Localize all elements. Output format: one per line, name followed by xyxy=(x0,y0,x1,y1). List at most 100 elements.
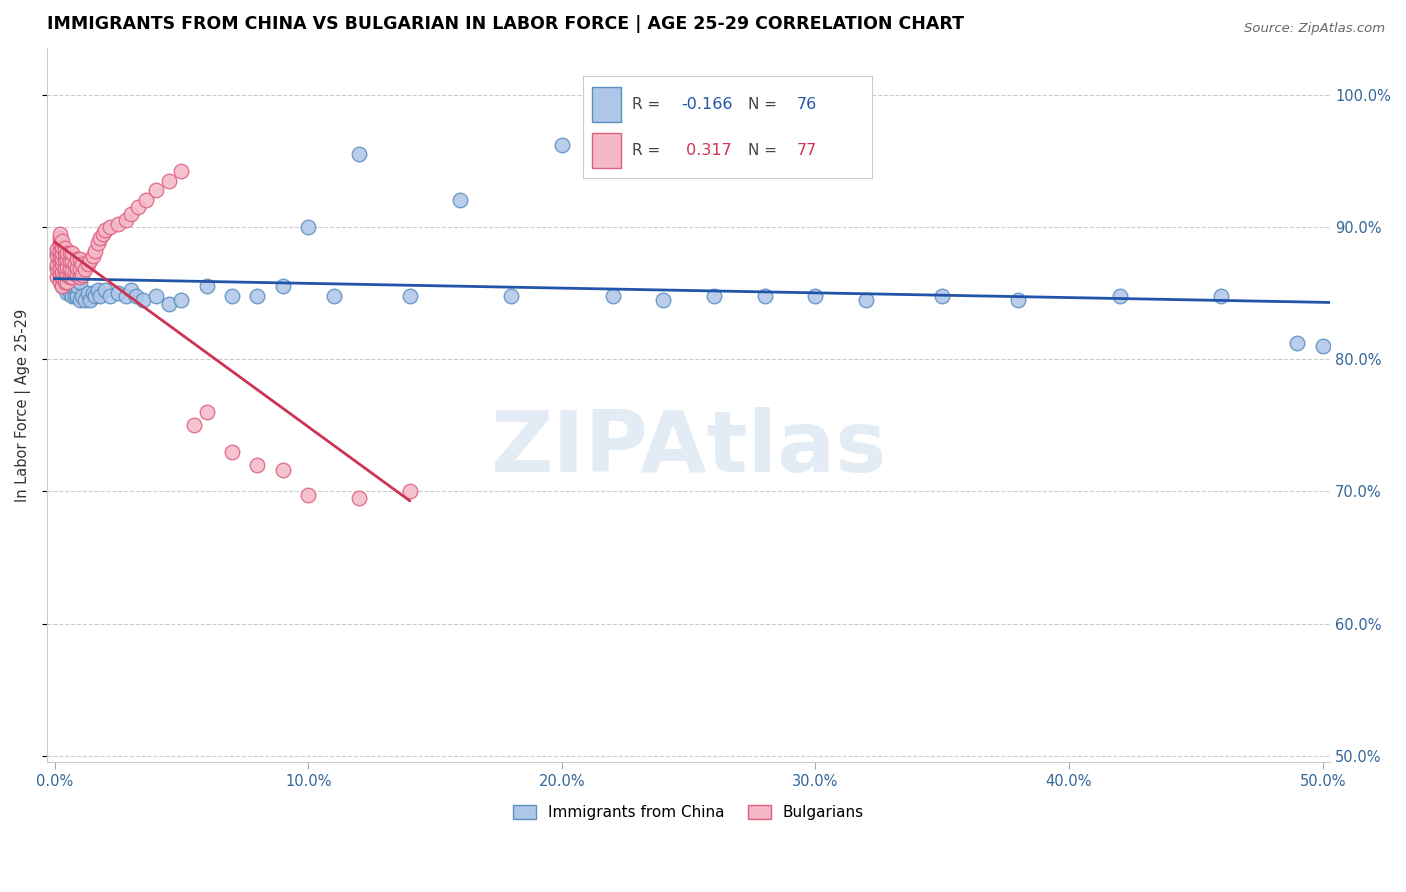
Legend: Immigrants from China, Bulgarians: Immigrants from China, Bulgarians xyxy=(508,799,870,826)
Point xyxy=(145,183,167,197)
Point xyxy=(59,279,82,293)
Point xyxy=(51,252,73,267)
Point xyxy=(66,252,89,266)
Point xyxy=(69,270,91,285)
Point xyxy=(703,288,725,302)
Point xyxy=(59,254,82,268)
Point xyxy=(1211,288,1233,302)
Point xyxy=(51,246,73,260)
Point xyxy=(91,227,114,241)
Point xyxy=(51,260,73,274)
Text: N =: N = xyxy=(748,144,782,158)
Point xyxy=(195,279,218,293)
Point xyxy=(59,286,82,301)
Point xyxy=(107,286,129,301)
Point xyxy=(53,252,76,267)
Point xyxy=(66,268,89,282)
Point xyxy=(1108,288,1130,302)
Point xyxy=(297,488,319,502)
Point xyxy=(86,235,108,250)
Point xyxy=(53,241,76,255)
Point xyxy=(69,276,91,290)
Point xyxy=(347,491,370,505)
Point xyxy=(398,484,420,499)
Point xyxy=(69,293,91,307)
Point xyxy=(84,288,107,302)
Point xyxy=(1007,293,1029,307)
Point xyxy=(46,262,69,277)
Point xyxy=(69,262,91,277)
Point xyxy=(221,444,243,458)
Point xyxy=(221,288,243,302)
Point xyxy=(60,246,83,260)
Point xyxy=(48,230,70,244)
Point xyxy=(100,219,122,234)
Point xyxy=(56,266,79,280)
Point xyxy=(170,164,193,178)
Point xyxy=(602,288,624,302)
Point xyxy=(89,230,111,244)
Point xyxy=(46,270,69,285)
Point xyxy=(60,270,83,285)
Point xyxy=(51,240,73,254)
Point xyxy=(51,235,73,249)
Point xyxy=(59,270,82,285)
Point xyxy=(56,273,79,287)
Point xyxy=(60,279,83,293)
Point xyxy=(56,268,79,282)
Point xyxy=(63,279,86,293)
Point xyxy=(56,252,79,266)
Point xyxy=(53,266,76,280)
Point xyxy=(100,288,122,302)
Point xyxy=(48,268,70,282)
Point xyxy=(246,458,269,472)
Text: 77: 77 xyxy=(797,144,817,158)
Point xyxy=(53,252,76,267)
Point xyxy=(56,260,79,274)
Point xyxy=(48,252,70,267)
Point xyxy=(73,293,96,307)
Point xyxy=(59,262,82,277)
Point xyxy=(51,279,73,293)
Point xyxy=(51,273,73,287)
Point xyxy=(855,293,877,307)
Point xyxy=(69,252,91,266)
Text: IMMIGRANTS FROM CHINA VS BULGARIAN IN LABOR FORCE | AGE 25-29 CORRELATION CHART: IMMIGRANTS FROM CHINA VS BULGARIAN IN LA… xyxy=(46,15,965,33)
Point xyxy=(48,244,70,258)
Text: 76: 76 xyxy=(797,97,817,112)
Text: R =: R = xyxy=(633,144,665,158)
Point xyxy=(60,273,83,287)
Point xyxy=(1312,339,1334,353)
Point xyxy=(398,288,420,302)
Point xyxy=(125,288,148,302)
Point xyxy=(53,260,76,275)
Point xyxy=(60,254,83,268)
Point xyxy=(63,270,86,285)
Point xyxy=(107,217,129,231)
Point xyxy=(114,288,136,302)
Point xyxy=(76,257,98,271)
Point xyxy=(86,284,108,298)
Point xyxy=(51,246,73,260)
Point xyxy=(46,249,69,263)
Point xyxy=(82,249,104,263)
Point xyxy=(94,284,117,298)
Point xyxy=(804,288,827,302)
Point xyxy=(56,260,79,274)
Point xyxy=(59,246,82,260)
Point xyxy=(754,288,776,302)
Point xyxy=(53,260,76,274)
Text: Source: ZipAtlas.com: Source: ZipAtlas.com xyxy=(1244,22,1385,36)
Point xyxy=(56,286,79,301)
Point xyxy=(53,246,76,260)
Point xyxy=(76,286,98,301)
Y-axis label: In Labor Force | Age 25-29: In Labor Force | Age 25-29 xyxy=(15,309,31,502)
Point xyxy=(82,286,104,301)
Point xyxy=(48,276,70,290)
Point xyxy=(60,288,83,302)
Point xyxy=(72,268,94,282)
Point xyxy=(46,260,69,274)
Point xyxy=(449,194,471,208)
Point xyxy=(72,288,94,302)
Point xyxy=(56,246,79,260)
